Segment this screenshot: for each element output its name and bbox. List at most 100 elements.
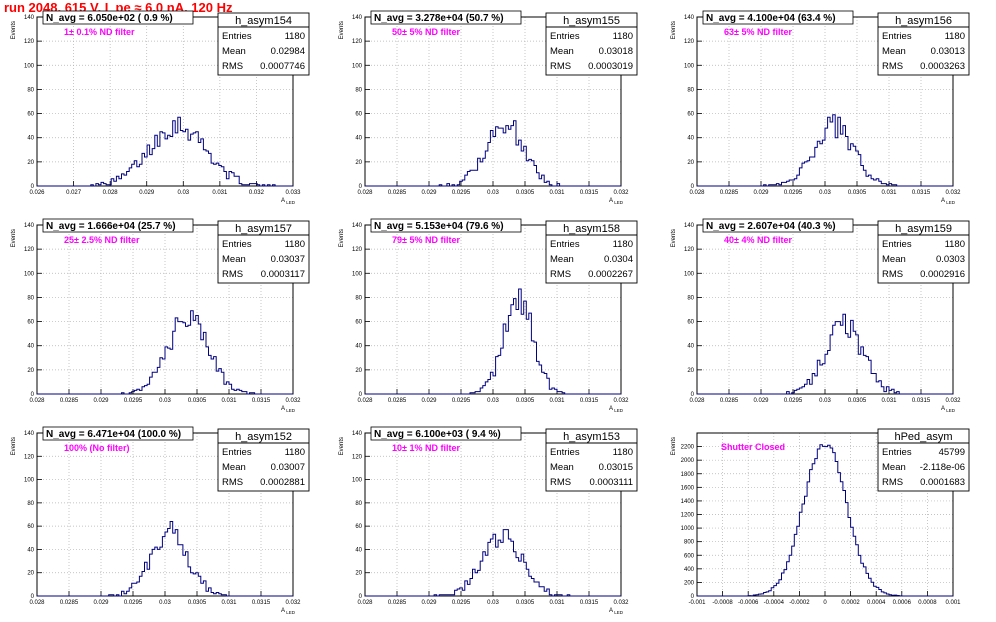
navg-label: N_avg = 1.666e+04 (25.7 %) [46, 221, 176, 232]
navg-box [370, 218, 522, 233]
histogram-name: h_asym155 [563, 15, 620, 27]
x-axis-label: A LED [609, 406, 624, 413]
y-tick-label: 1000 [681, 526, 695, 532]
stats-value: -2.118e-06 [920, 462, 965, 473]
navg-label: N_avg = 5.153e+04 (79.6 %) [374, 221, 504, 232]
x-tick-label: 0.029 [93, 600, 109, 606]
y-tick-label: 60 [355, 320, 362, 326]
stats-box [545, 428, 638, 492]
y-tick-label: 80 [355, 295, 362, 301]
y-tick-label: 120 [352, 454, 363, 460]
stats-box [877, 220, 970, 284]
x-tick-label: 0.028 [689, 398, 705, 404]
y-tick-label: 100 [352, 63, 363, 69]
y-tick-label: 60 [27, 320, 34, 326]
histogram-name: hPed_asym [894, 431, 952, 443]
stats-label: RMS [550, 61, 571, 72]
y-tick-label: 100 [352, 271, 363, 277]
y-axis-label: Events [671, 229, 677, 247]
y-axis-label: Events [339, 229, 345, 247]
stats-label: Entries [550, 31, 580, 42]
navg-label: N_avg = 6.050e+02 ( 0.9 %) [46, 13, 173, 24]
x-tick-label: 0.0285 [720, 398, 739, 404]
y-tick-label: 20 [27, 160, 34, 166]
histogram-series [365, 288, 621, 395]
filter-label: 25± 2.5% ND filter [64, 235, 140, 245]
x-tick-label: 0.03 [819, 190, 831, 196]
y-tick-label: 140 [684, 15, 695, 21]
stats-label: RMS [882, 61, 903, 72]
x-tick-label: 0.032 [249, 190, 265, 196]
stats-box [877, 428, 970, 492]
x-tick-label: 0.0295 [452, 190, 471, 196]
histogram-series [697, 444, 953, 597]
y-tick-label: 0 [359, 184, 363, 190]
y-tick-label: 120 [24, 454, 35, 460]
histogram-panel-h_asym155: 0.028 0.0285 0.029 0.0295 0.03 0.0305 0.031 0.0… [339, 10, 638, 205]
y-tick-label: 20 [27, 571, 34, 577]
x-tick-label: 0.0295 [784, 190, 803, 196]
y-tick-label: 800 [684, 540, 695, 546]
x-tick-label: 0.028 [29, 398, 45, 404]
y-tick-label: 80 [27, 501, 34, 507]
y-tick-label: 20 [355, 571, 362, 577]
x-tick-label: 0.0305 [516, 398, 535, 404]
stats-value: 45799 [939, 447, 965, 458]
stats-box [877, 12, 970, 76]
stats-label: Entries [222, 447, 252, 458]
stats-value: 0.0304 [604, 254, 633, 265]
x-axis-label: A LED [281, 198, 296, 205]
x-tick-label: 0.028 [29, 600, 45, 606]
filter-label: 79± 5% ND filter [392, 235, 460, 245]
histogram-series [697, 114, 953, 187]
x-tick-label: 0.031 [221, 600, 237, 606]
x-tick-label: 0.0295 [452, 600, 471, 606]
x-tick-label: -0.0008 [712, 600, 733, 606]
y-tick-label: 200 [684, 580, 695, 586]
y-tick-label: 40 [355, 344, 362, 350]
y-tick-label: 0 [31, 594, 35, 600]
navg-box [42, 218, 194, 233]
stats-value: 1180 [285, 239, 305, 250]
y-tick-label: 100 [684, 271, 695, 277]
histogram-series [365, 529, 621, 597]
histogram-panel-h_asym156: 0.028 0.0285 0.029 0.0295 0.03 0.0305 0.031 0.0… [671, 10, 970, 205]
y-tick-label: 100 [24, 63, 35, 69]
y-tick-label: 80 [355, 501, 362, 507]
stats-label: RMS [222, 61, 243, 72]
y-tick-label: 40 [27, 344, 34, 350]
x-tick-label: 0.032 [285, 398, 301, 404]
x-tick-label: 0.0315 [580, 600, 599, 606]
x-tick-label: 0.031 [549, 398, 565, 404]
histogram-series [365, 120, 621, 187]
y-tick-label: 140 [352, 223, 363, 229]
stats-label: RMS [550, 269, 571, 280]
y-tick-label: 120 [684, 247, 695, 253]
stats-label: Entries [222, 239, 252, 250]
stats-value: 0.03037 [271, 254, 305, 265]
y-tick-label: 120 [684, 39, 695, 45]
stats-value: 0.0007746 [260, 61, 305, 72]
stats-label: RMS [222, 269, 243, 280]
navg-box [702, 218, 854, 233]
y-tick-label: 600 [684, 553, 695, 559]
filter-label: 1± 0.1% ND filter [64, 27, 135, 37]
x-tick-label: 0.031 [221, 398, 237, 404]
y-tick-label: 120 [24, 247, 35, 253]
navg-label: N_avg = 6.471e+04 (100.0 %) [46, 429, 181, 440]
x-tick-label: 0.0285 [60, 398, 79, 404]
histogram-panel-h_asym154: 0.026 0.027 0.028 0.029 0.03 0.031 0.032 0.033 0… [11, 10, 310, 205]
x-tick-label: 0.029 [421, 190, 437, 196]
stats-value: 1180 [613, 447, 633, 458]
stats-label: Entries [550, 239, 580, 250]
x-tick-label: 0.0295 [124, 398, 143, 404]
x-tick-label: 0.03 [487, 600, 499, 606]
x-axis-label: A LED [609, 198, 624, 205]
histogram-name: h_asym157 [235, 223, 292, 235]
x-tick-label: 0.032 [613, 398, 629, 404]
stats-value: 0.0002881 [260, 477, 305, 488]
stats-value: 0.0303 [936, 254, 965, 265]
y-tick-label: 60 [687, 320, 694, 326]
y-tick-label: 0 [359, 594, 363, 600]
stats-value: 1180 [613, 31, 633, 42]
